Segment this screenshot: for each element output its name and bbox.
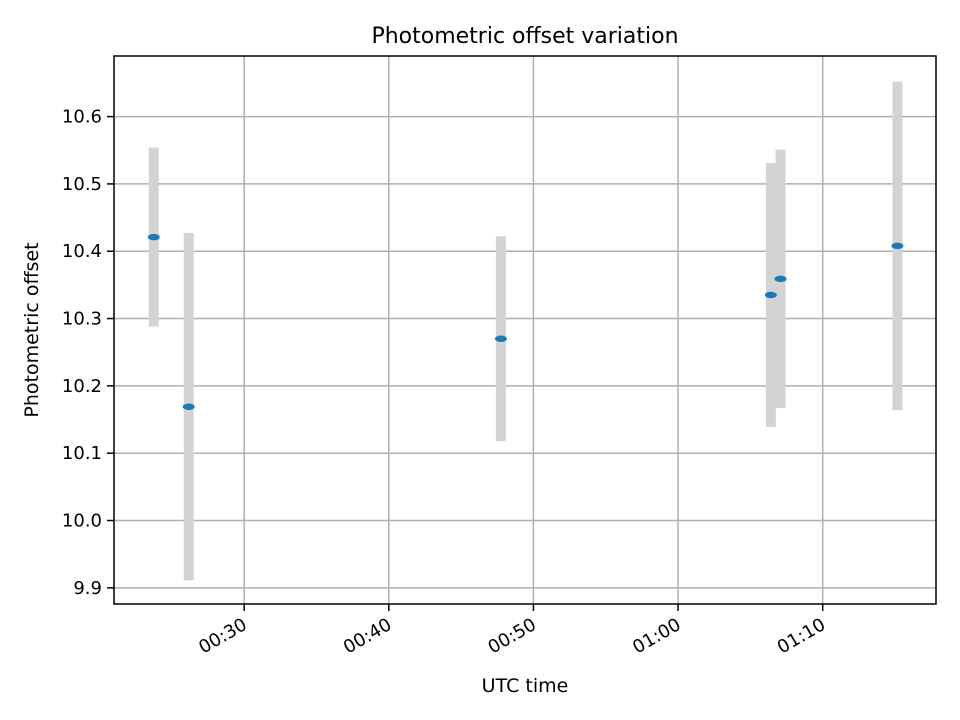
y-tick-label: 9.9 [73, 578, 102, 599]
data-points [147, 233, 904, 410]
y-tick-label: 10.3 [62, 309, 102, 330]
y-tick-label: 10.0 [62, 511, 102, 532]
x-tick-label: 00:30 [195, 614, 250, 658]
y-tick-label: 10.4 [62, 241, 102, 262]
x-tick-label: 01:10 [774, 614, 829, 658]
plot-frame [113, 55, 937, 605]
y-tick-label: 10.2 [62, 376, 102, 397]
x-axis-ticks: 00:30 00:40 00:50 01:00 01:10 [195, 604, 829, 658]
data-point [774, 275, 787, 283]
data-point [494, 335, 507, 342]
x-tick-label: 00:50 [485, 614, 540, 658]
y-tick-label: 10.6 [62, 107, 102, 128]
data-point [764, 291, 777, 299]
error-bars [148, 81, 903, 581]
y-tick-label: 10.5 [62, 174, 102, 195]
x-tick-label: 01:00 [629, 614, 684, 658]
y-tick-label: 10.1 [62, 443, 102, 464]
y-axis-ticks: 9.9 10.0 10.1 10.2 10.3 10.4 10.5 10.6 [62, 107, 114, 599]
data-point [182, 403, 195, 410]
x-axis-label: UTC time [482, 675, 569, 697]
chart-title: Photometric offset variation [371, 24, 678, 49]
y-axis-label: Photometric offset [21, 242, 43, 417]
x-tick-label: 00:40 [340, 614, 395, 658]
data-point [147, 233, 160, 241]
grid-lines [114, 56, 936, 604]
data-point [891, 242, 904, 250]
